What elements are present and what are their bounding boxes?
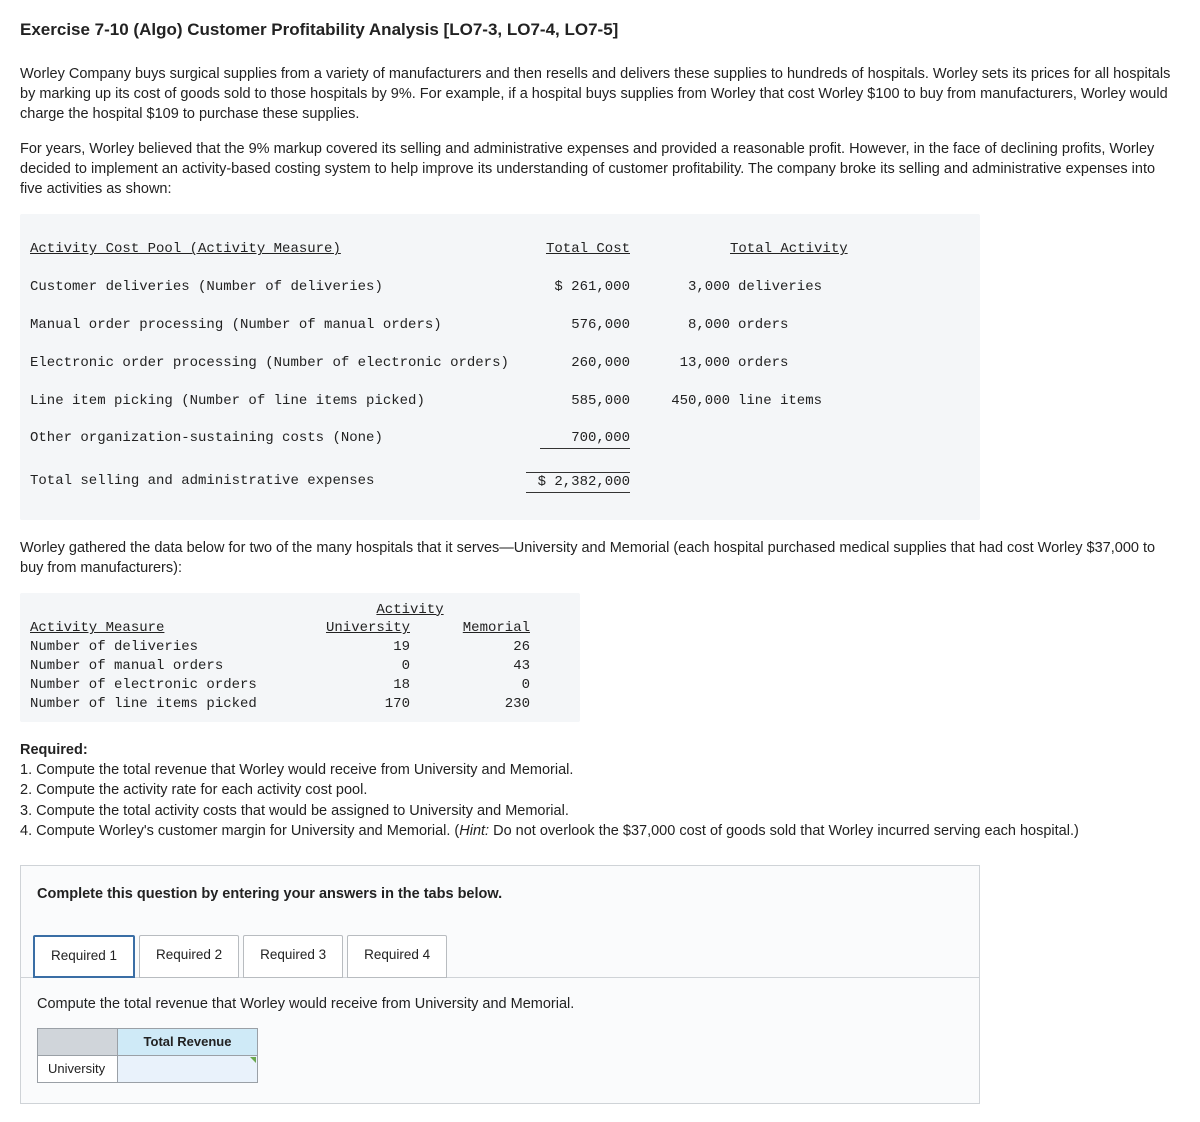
costpool-row: Customer deliveries (Number of deliverie… <box>30 278 490 297</box>
grid-col-total-revenue: Total Revenue <box>118 1028 258 1055</box>
required-label: Required: <box>20 740 1180 760</box>
input-university-revenue[interactable] <box>118 1056 258 1083</box>
costpool-unit: line items <box>730 392 822 411</box>
costpool-unit: deliveries <box>730 278 822 297</box>
costpool-qty: 450,000 <box>630 392 730 411</box>
costpool-row: Other organization-sustaining costs (Non… <box>30 429 490 449</box>
tab-required-1[interactable]: Required 1 <box>33 935 135 978</box>
activity-val: 0 <box>290 657 410 676</box>
costpool-total-value: $ 2,382,000 <box>490 472 630 493</box>
intro-paragraph-1: Worley Company buys surgical supplies fr… <box>20 64 1180 125</box>
tab-required-2[interactable]: Required 2 <box>139 935 239 978</box>
costpool-qty: 8,000 <box>630 316 730 335</box>
answer-instruction: Complete this question by entering your … <box>21 866 979 910</box>
required-item: 4. Compute Worley's customer margin for … <box>20 821 1180 841</box>
activity-row: Number of electronic orders <box>30 676 290 695</box>
activity-table: Activity Activity MeasureUniversityMemor… <box>20 593 580 722</box>
costpool-cost: 585,000 <box>490 392 630 411</box>
costpool-row: Line item picking (Number of line items … <box>30 392 490 411</box>
costpool-cost: $ 261,000 <box>490 278 630 297</box>
costpool-row: Manual order processing (Number of manua… <box>30 316 490 335</box>
costpool-unit: orders <box>730 316 788 335</box>
costpool-header-activity: Activity Cost Pool (Activity Measure) <box>30 240 490 259</box>
answer-area: Complete this question by entering your … <box>20 865 980 1104</box>
costpool-cost: 260,000 <box>490 354 630 373</box>
costpool-header-totalactivity: Total Activity <box>730 240 848 259</box>
activity-row: Number of line items picked <box>30 695 290 714</box>
costpool-qty: 3,000 <box>630 278 730 297</box>
required-item: 2. Compute the activity rate for each ac… <box>20 780 1180 800</box>
tab-required-3[interactable]: Required 3 <box>243 935 343 978</box>
cost-pool-table: Activity Cost Pool (Activity Measure)Tot… <box>20 214 980 520</box>
revenue-input-grid: Total Revenue University <box>37 1028 258 1083</box>
activity-row: Number of deliveries <box>30 638 290 657</box>
costpool-row: Electronic order processing (Number of e… <box>30 354 490 373</box>
activity-val: 43 <box>410 657 530 676</box>
tab-required-4[interactable]: Required 4 <box>347 935 447 978</box>
activity-val: 18 <box>290 676 410 695</box>
activity-val: 230 <box>410 695 530 714</box>
answer-tabs: Required 1 Required 2 Required 3 Require… <box>21 911 979 978</box>
required-item: 1. Compute the total revenue that Worley… <box>20 760 1180 780</box>
tab-prompt: Compute the total revenue that Worley wo… <box>37 994 963 1014</box>
intro-paragraph-2: For years, Worley believed that the 9% m… <box>20 139 1180 200</box>
required-block: Required: 1. Compute the total revenue t… <box>20 740 1180 841</box>
activity-val: 26 <box>410 638 530 657</box>
activity-superheader: Activity <box>290 601 530 620</box>
costpool-qty: 13,000 <box>630 354 730 373</box>
activity-row: Number of manual orders <box>30 657 290 676</box>
intro-paragraph-3: Worley gathered the data below for two o… <box>20 538 1180 579</box>
costpool-unit: orders <box>730 354 788 373</box>
activity-val: 19 <box>290 638 410 657</box>
tab-body: Compute the total revenue that Worley wo… <box>21 977 979 1104</box>
costpool-header-totalcost: Total Cost <box>490 240 630 259</box>
activity-val: 0 <box>410 676 530 695</box>
grid-row-university: University <box>38 1056 118 1083</box>
costpool-cost: 576,000 <box>490 316 630 335</box>
exercise-title: Exercise 7-10 (Algo) Customer Profitabil… <box>20 18 1180 42</box>
required-item: 3. Compute the total activity costs that… <box>20 801 1180 821</box>
grid-corner <box>38 1028 118 1055</box>
activity-header-mem: Memorial <box>410 619 530 638</box>
costpool-cost: 700,000 <box>490 429 630 449</box>
activity-header-univ: University <box>290 619 410 638</box>
activity-val: 170 <box>290 695 410 714</box>
activity-header-measure: Activity Measure <box>30 619 290 638</box>
costpool-total-label: Total selling and administrative expense… <box>30 472 490 493</box>
